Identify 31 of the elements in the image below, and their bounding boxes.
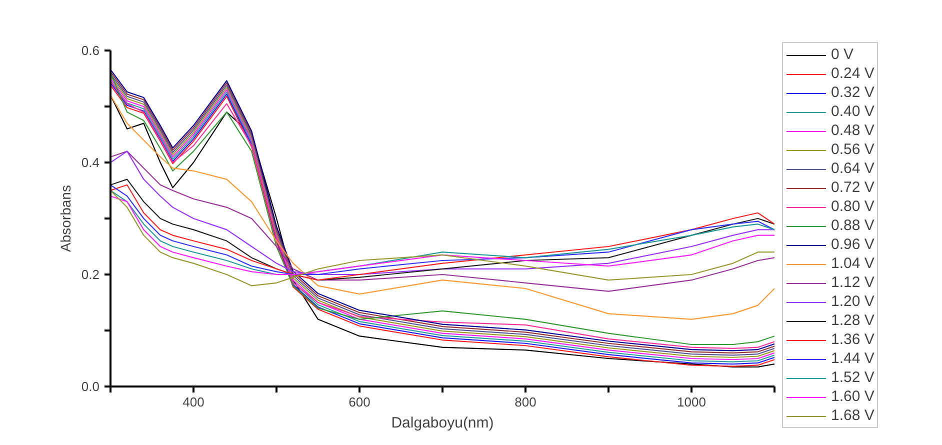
y-tick-label: 0.2 [81, 267, 100, 282]
y-axis-title: Absorbans [57, 185, 74, 252]
legend-label: 1.60 V [831, 388, 874, 405]
x-tick-label: 1000 [677, 394, 706, 410]
x-tick-label: 600 [348, 394, 370, 410]
legend-label: 0.48 V [831, 122, 874, 139]
x-axis-title: Dalgaboyu(nm) [391, 414, 494, 432]
legend-label: 0.96 V [831, 236, 874, 253]
legend-label: 0.32 V [831, 84, 874, 101]
y-tick-label: 0.0 [81, 379, 100, 394]
legend-label: 1.52 V [831, 369, 874, 386]
y-tick-label: 0.4 [81, 155, 100, 170]
legend-label: 0.88 V [831, 217, 874, 234]
y-tick-label: 0.6 [81, 43, 100, 58]
legend-label: 0.40 V [831, 103, 874, 120]
legend-label: 1.36 V [831, 331, 874, 348]
legend-label: 1.68 V [831, 407, 874, 424]
legend-label: 1.12 V [831, 274, 874, 291]
legend-label: 0 V [831, 46, 854, 63]
legend-label: 1.04 V [831, 255, 874, 272]
legend-label: 1.20 V [831, 293, 874, 310]
x-tick-label: 400 [182, 394, 204, 410]
legend-label: 0.64 V [831, 160, 874, 177]
legend-label: 1.28 V [831, 312, 874, 329]
legend-label: 0.24 V [831, 65, 874, 82]
legend-label: 1.44 V [831, 350, 874, 367]
legend-label: 0.56 V [831, 141, 874, 158]
legend-label: 0.80 V [831, 198, 874, 215]
x-tick-label: 800 [514, 394, 536, 410]
line-series [110, 94, 774, 320]
legend-label: 0.72 V [831, 179, 874, 196]
